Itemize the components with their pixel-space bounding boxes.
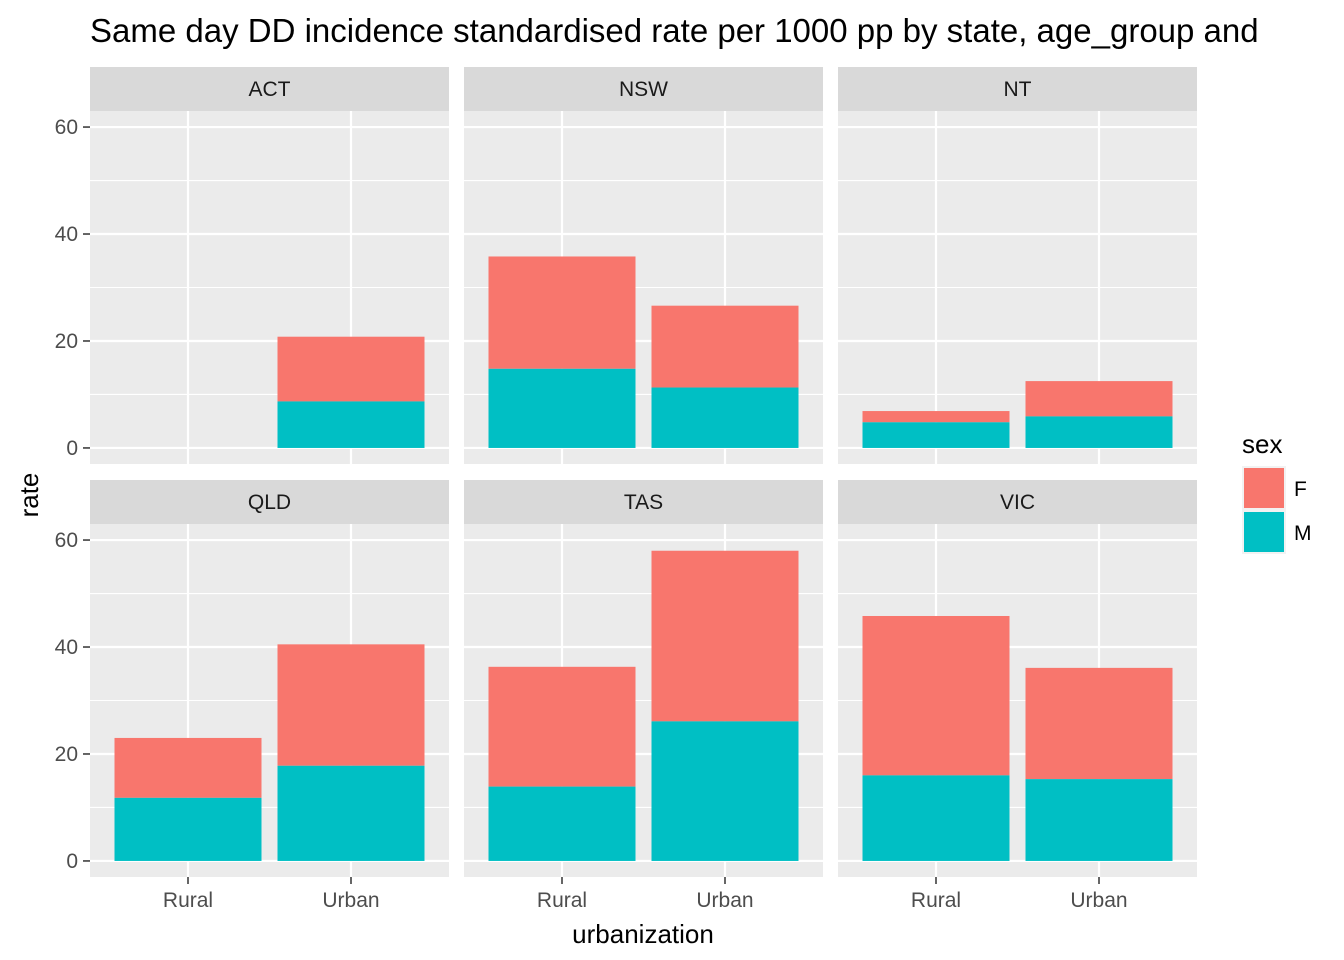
facet-strip-tas	[464, 480, 823, 524]
facet-label-nsw: NSW	[619, 78, 668, 101]
bar-nt-urban-f	[1025, 381, 1173, 417]
x-tick-label-urban: Urban	[696, 889, 753, 912]
facet-label-qld: QLD	[248, 491, 291, 514]
y-tick-label: 40	[55, 223, 78, 246]
facet-label-act: ACT	[249, 78, 291, 101]
y-tick-label: 20	[55, 330, 78, 353]
facet-strip-vic	[838, 480, 1197, 524]
facet-strip-nt	[838, 67, 1197, 111]
facet-strip-nsw	[464, 67, 823, 111]
facet-label-tas: TAS	[624, 491, 663, 514]
legend-key-m	[1244, 512, 1284, 552]
y-tick-label: 40	[55, 636, 78, 659]
facet-strip-qld	[90, 480, 449, 524]
bar-tas-urban-f	[651, 550, 799, 722]
x-tick-label-rural: Rural	[537, 889, 587, 912]
legend-title: sex	[1242, 429, 1282, 459]
bar-tas-rural-f	[488, 666, 636, 787]
y-tick-label: 0	[66, 850, 78, 873]
bar-vic-rural-m	[862, 775, 1010, 861]
legend-label-f: F	[1294, 478, 1307, 501]
bar-qld-rural-f	[114, 737, 262, 798]
bar-qld-urban-f	[277, 644, 425, 766]
bar-vic-urban-m	[1025, 779, 1173, 861]
bar-tas-rural-m	[488, 786, 636, 861]
bar-act-urban-f	[277, 336, 425, 402]
chart-title: Same day DD incidence standardised rate …	[90, 12, 1259, 49]
legend-key-f	[1244, 468, 1284, 508]
legend-label-m: M	[1294, 522, 1312, 545]
bar-tas-urban-m	[651, 721, 799, 861]
bar-nsw-urban-f	[651, 305, 799, 388]
facet-label-vic: VIC	[1000, 491, 1035, 514]
bar-nsw-rural-m	[488, 368, 636, 448]
facet-label-nt: NT	[1004, 78, 1032, 101]
legend: sex FM	[1242, 429, 1312, 554]
bar-vic-rural-f	[862, 615, 1010, 776]
bar-nt-rural-f	[862, 411, 1010, 423]
y-tick-label: 20	[55, 743, 78, 766]
x-tick-label-rural: Rural	[911, 889, 961, 912]
bar-nt-rural-m	[862, 422, 1010, 448]
bar-nsw-rural-f	[488, 256, 636, 369]
x-tick-label-rural: Rural	[163, 889, 213, 912]
y-tick-label: 60	[55, 116, 78, 139]
x-axis-title: urbanization	[572, 919, 714, 949]
bar-nsw-urban-m	[651, 387, 799, 448]
bar-vic-urban-f	[1025, 667, 1173, 780]
y-tick-label: 60	[55, 529, 78, 552]
x-tick-label-urban: Urban	[1070, 889, 1127, 912]
bar-qld-rural-m	[114, 797, 262, 861]
bar-act-urban-m	[277, 401, 425, 448]
x-tick-label-urban: Urban	[322, 889, 379, 912]
y-tick-label: 0	[66, 437, 78, 460]
bar-nt-urban-m	[1025, 416, 1173, 448]
y-axis-title: rate	[14, 473, 44, 518]
facet-strip-act	[90, 67, 449, 111]
bar-qld-urban-m	[277, 765, 425, 861]
facet-panels: ACT 0 20 40 60 NSW NT QLD 0 20 40 60 Rural Urban TAS Ru…	[55, 67, 1197, 912]
